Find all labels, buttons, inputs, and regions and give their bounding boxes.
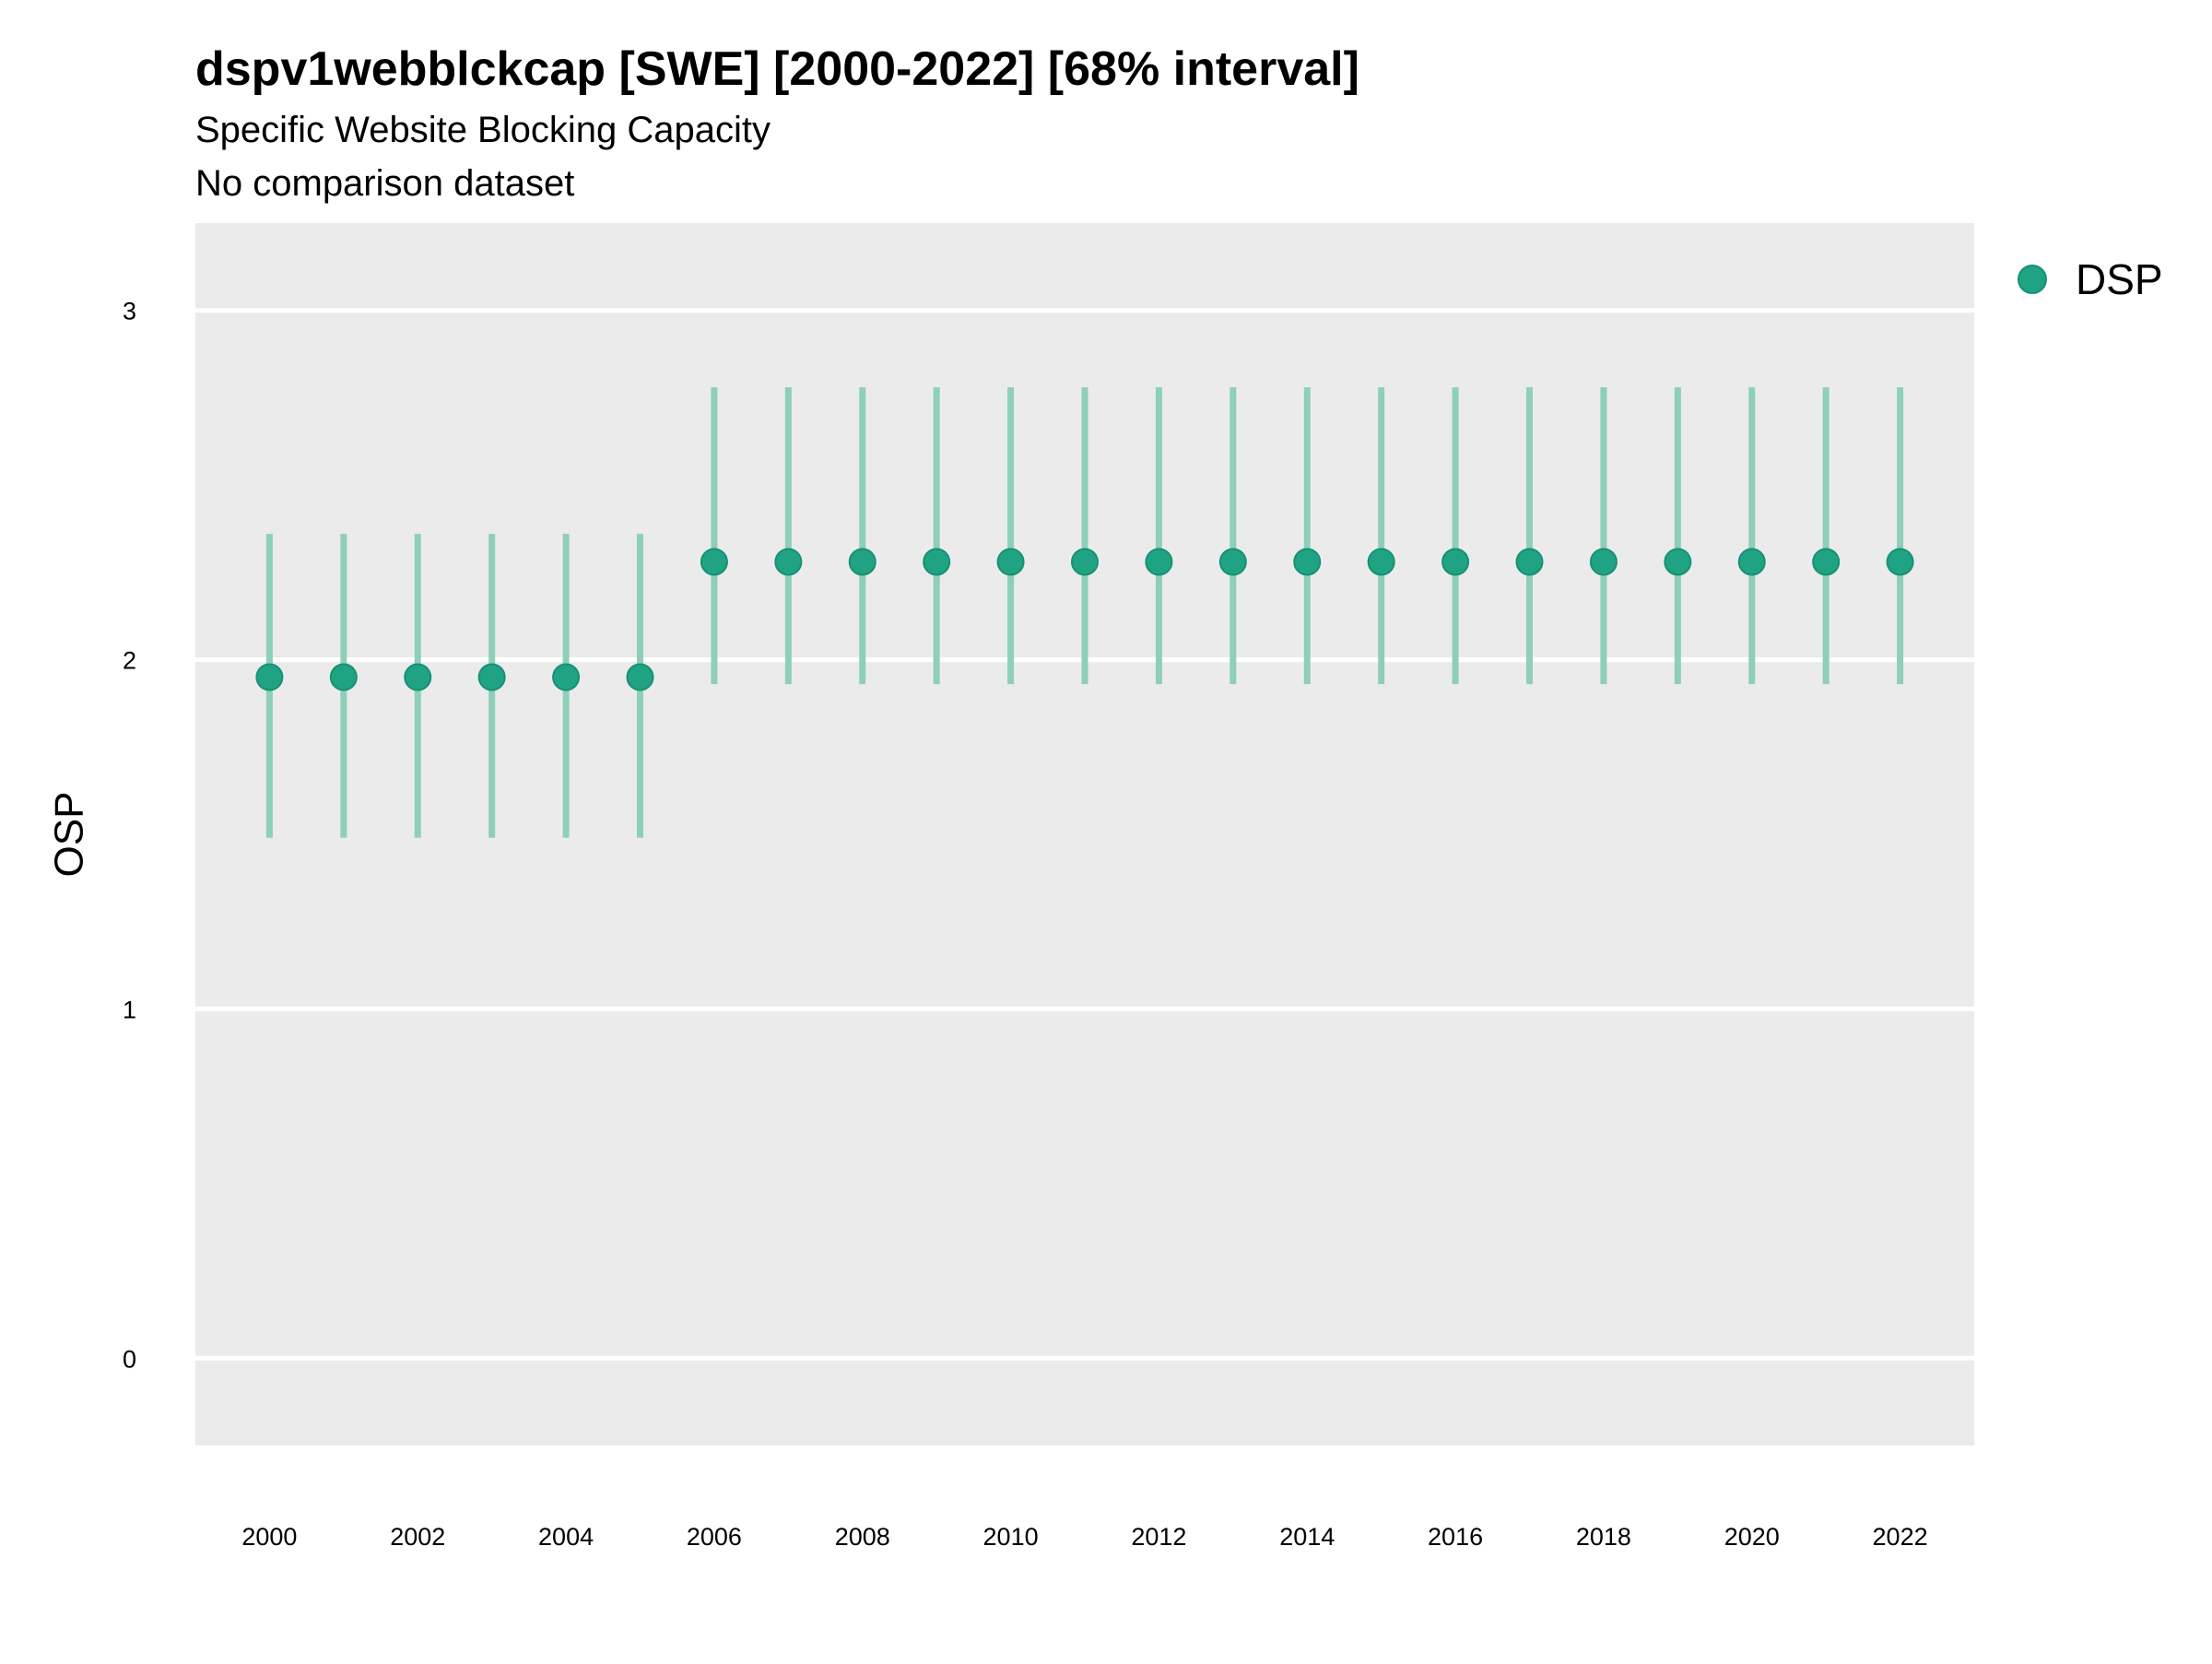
chart-title: dspv1webblckcap [SWE] [2000-2022] [68% i… [195,42,1359,96]
y-tick-label: 0 [123,1345,136,1373]
x-tick-label: 2010 [983,1523,1039,1551]
x-tick-label: 2004 [538,1523,594,1551]
data-point [1737,548,1766,576]
x-tick-label: 2002 [390,1523,445,1551]
y-axis-label: OSP [46,792,91,878]
data-point [1886,548,1914,576]
data-point [1515,548,1544,576]
legend-label: DSP [2076,255,2163,303]
data-point [1293,548,1322,576]
x-tick-label: 2014 [1279,1523,1335,1551]
data-point [996,548,1025,576]
x-tick-label: 2000 [241,1523,297,1551]
point-layer [255,548,1914,691]
x-tick-label: 2006 [687,1523,742,1551]
data-point [1367,548,1395,576]
x-tick-label: 2022 [1873,1523,1928,1551]
data-point [477,663,506,691]
data-point [774,548,803,576]
y-tick-labels: 0 1 2 3 [123,298,136,1374]
data-point [848,548,877,576]
y-tick-label: 1 [123,996,136,1023]
data-point [404,663,432,691]
data-point [923,548,951,576]
data-point [1812,548,1841,576]
data-point [1071,548,1099,576]
x-tick-label: 2008 [835,1523,890,1551]
y-tick-label: 3 [123,298,136,325]
x-tick-label: 2012 [1131,1523,1186,1551]
data-point [255,663,284,691]
x-tick-label: 2018 [1576,1523,1631,1551]
x-tick-label: 2020 [1724,1523,1780,1551]
data-point [1664,548,1692,576]
chart-subtitle: Specific Website Blocking Capacity [195,110,771,150]
legend: DSP [2018,255,2163,303]
x-tick-label: 2016 [1428,1523,1483,1551]
data-point [329,663,358,691]
data-point [1441,548,1470,576]
chart-caption: No comparison dataset [195,163,574,204]
data-point [1589,548,1618,576]
data-point [700,548,728,576]
data-point [1145,548,1173,576]
y-tick-label: 2 [123,647,136,675]
data-point [1218,548,1247,576]
data-point [552,663,581,691]
legend-key [2018,265,2047,294]
x-tick-labels: 2000 2002 2004 2006 2008 2010 2012 2014 2016 2018… [241,1523,1927,1551]
data-point [626,663,654,691]
